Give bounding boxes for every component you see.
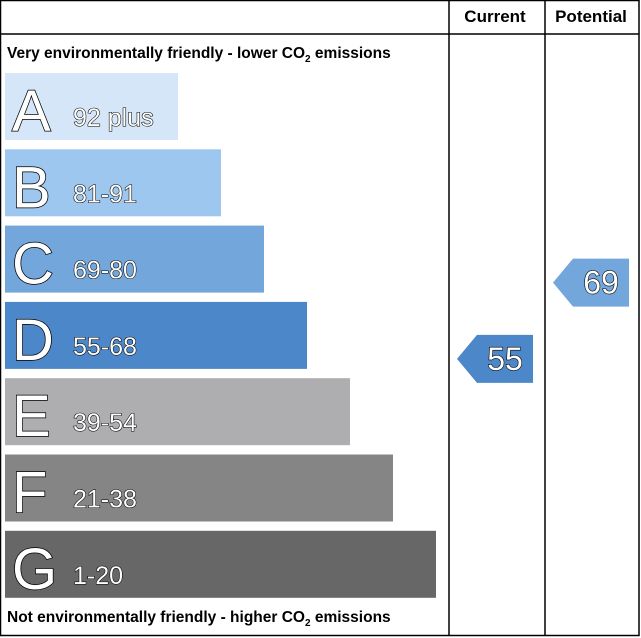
bottom-caption-text: Not environmentally friendly - higher CO	[7, 609, 305, 626]
potential-rating-arrow	[553, 258, 629, 307]
band-a: A 92 plus	[5, 73, 178, 145]
band-range-label: 1-20	[73, 562, 123, 590]
current-rating-arrow	[457, 334, 533, 383]
potential-rating-value: 69	[583, 265, 619, 301]
band-letter: A	[12, 79, 51, 144]
band-letter: G	[12, 537, 57, 602]
rating-bands: A 92 plus B 81-91 C 69-80 D 55-68 E 39-54 F 21-38 G 1…	[5, 73, 436, 603]
potential-column-header: Potential	[555, 7, 627, 26]
band-bar	[5, 149, 221, 217]
band-bar	[5, 225, 264, 293]
band-range-label: 92 plus	[73, 104, 154, 132]
band-letter: B	[12, 155, 51, 220]
band-g: G 1-20	[5, 530, 436, 603]
band-range-label: 21-38	[73, 486, 137, 514]
band-d: D 55-68	[5, 301, 307, 374]
band-bar	[5, 73, 178, 140]
band-letter: F	[12, 461, 47, 526]
band-letter: D	[12, 308, 54, 373]
current-column-header: Current	[464, 7, 526, 26]
bottom-caption-subscript: 2	[305, 618, 311, 629]
top-caption-suffix: emissions	[311, 45, 391, 62]
band-letter: C	[12, 232, 54, 297]
band-f: F 21-38	[5, 454, 393, 526]
band-range-label: 39-54	[73, 409, 137, 437]
band-bar	[5, 378, 350, 446]
top-caption: Very environmentally friendly - lower CO…	[7, 45, 391, 65]
top-caption-text: Very environmentally friendly - lower CO	[7, 45, 305, 62]
rating-markers: 55 69	[457, 258, 629, 383]
current-rating-value: 55	[487, 341, 523, 377]
top-caption-subscript: 2	[305, 54, 311, 65]
potential-rating-marker: 69	[553, 258, 629, 307]
current-rating-marker: 55	[457, 334, 533, 383]
band-bar	[5, 454, 393, 522]
band-e: E 39-54	[5, 378, 350, 450]
band-c: C 69-80	[5, 225, 264, 297]
bottom-caption-suffix: emissions	[311, 609, 391, 626]
band-letter: E	[12, 384, 51, 449]
band-range-label: 69-80	[73, 257, 137, 285]
bottom-caption: Not environmentally friendly - higher CO…	[7, 609, 391, 629]
band-bar	[5, 301, 307, 369]
band-range-label: 55-68	[73, 333, 137, 361]
band-b: B 81-91	[5, 149, 221, 221]
band-range-label: 81-91	[73, 180, 137, 208]
band-bar	[5, 530, 436, 598]
